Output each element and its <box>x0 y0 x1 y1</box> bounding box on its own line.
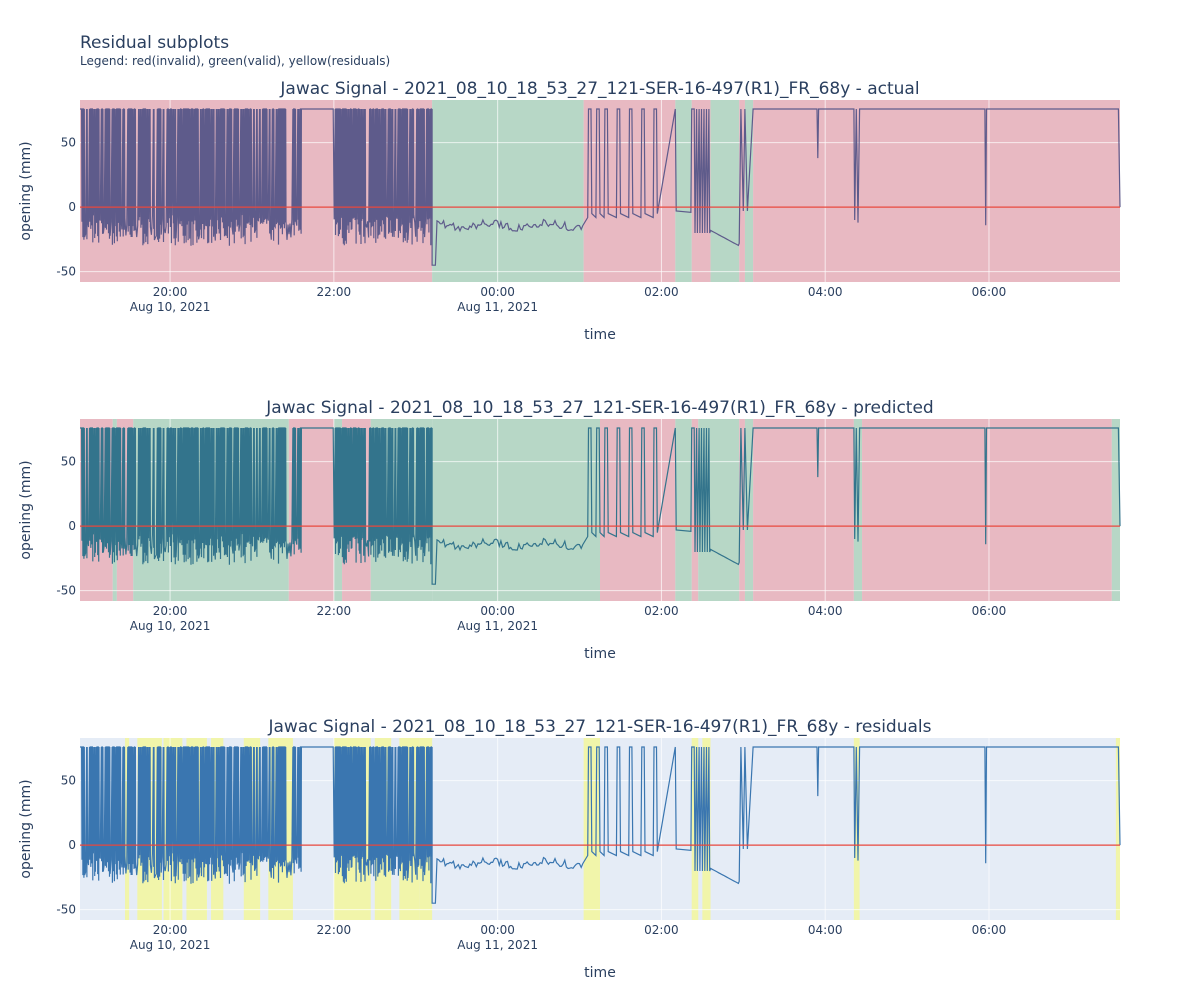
y-axis-title: opening (mm) <box>18 460 34 559</box>
signal-line-actual <box>80 108 1121 266</box>
x-tick-date-label: Aug 11, 2021 <box>457 619 538 633</box>
figure-title: Residual subplots <box>80 33 230 53</box>
region-valid <box>710 100 740 282</box>
x-tick-label: 04:00 <box>808 285 843 299</box>
x-tick-label: 20:00 <box>153 923 188 937</box>
x-tick-date-label: Aug 11, 2021 <box>457 938 538 952</box>
x-tick-label: 04:00 <box>808 604 843 618</box>
x-tick-label: 00:00 <box>480 923 515 937</box>
region-residual <box>853 738 860 920</box>
x-tick-label: 06:00 <box>972 604 1007 618</box>
y-tick-label: 0 <box>68 838 76 852</box>
region-valid <box>432 100 584 282</box>
region-invalid <box>753 100 1120 282</box>
y-tick-label: -50 <box>56 265 76 279</box>
y-tick-label: -50 <box>56 584 76 598</box>
x-tick-label: 02:00 <box>644 923 679 937</box>
x-axis-title: time <box>584 327 616 343</box>
panel-title: Jawac Signal - 2021_08_10_18_53_27_121-S… <box>267 717 931 737</box>
region-invalid <box>600 419 676 601</box>
x-tick-label: 00:00 <box>480 604 515 618</box>
region-invalid <box>739 419 745 601</box>
x-tick-label: 02:00 <box>644 604 679 618</box>
x-tick-date-label: Aug 10, 2021 <box>130 300 211 314</box>
region-residual <box>1115 738 1120 920</box>
y-tick-label: 0 <box>68 200 76 214</box>
x-tick-label: 00:00 <box>480 285 515 299</box>
panel-title: Jawac Signal - 2021_08_10_18_53_27_121-S… <box>279 79 919 99</box>
x-tick-label: 04:00 <box>808 923 843 937</box>
y-tick-label: 50 <box>61 774 76 788</box>
y-axis-title: opening (mm) <box>18 141 34 240</box>
x-tick-date-label: Aug 10, 2021 <box>130 619 211 633</box>
x-tick-label: 02:00 <box>644 285 679 299</box>
x-tick-label: 22:00 <box>317 604 352 618</box>
x-tick-label: 22:00 <box>317 285 352 299</box>
x-tick-label: 06:00 <box>972 285 1007 299</box>
signal-line-predicted <box>80 427 1121 585</box>
region-valid <box>675 100 692 282</box>
y-tick-label: 50 <box>61 455 76 469</box>
y-tick-label: 50 <box>61 136 76 150</box>
signal-line-residuals <box>80 746 1121 904</box>
y-tick-label: 0 <box>68 519 76 533</box>
region-valid <box>432 419 600 601</box>
region-invalid <box>753 419 854 601</box>
x-tick-label: 22:00 <box>317 923 352 937</box>
x-tick-label: 20:00 <box>153 604 188 618</box>
x-tick-date-label: Aug 11, 2021 <box>457 300 538 314</box>
y-axis-title: opening (mm) <box>18 779 34 878</box>
region-valid <box>675 419 692 601</box>
x-axis-title: time <box>584 965 616 981</box>
y-tick-label: -50 <box>56 903 76 917</box>
x-axis-title: time <box>584 646 616 662</box>
panel-title: Jawac Signal - 2021_08_10_18_53_27_121-S… <box>265 398 933 418</box>
region-invalid <box>739 100 745 282</box>
x-tick-date-label: Aug 10, 2021 <box>130 938 211 952</box>
region-valid <box>1111 419 1120 601</box>
x-tick-label: 06:00 <box>972 923 1007 937</box>
figure-legend-text: Legend: red(invalid), green(valid), yell… <box>80 54 391 68</box>
x-tick-label: 20:00 <box>153 285 188 299</box>
